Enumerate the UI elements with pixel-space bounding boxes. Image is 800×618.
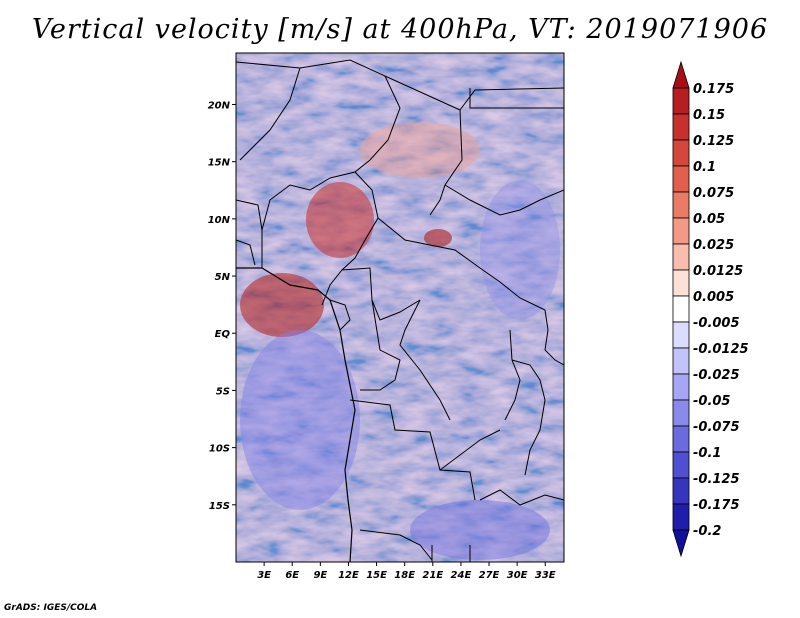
- lon-tick-label: 27E: [479, 570, 500, 581]
- colorbar-swatch: [672, 347, 690, 375]
- velocity-field: [236, 53, 564, 562]
- longitude-axis: 3E 6E 9E 12E 15E 18E 21E 24E 27E 30E 33E: [257, 562, 556, 581]
- lon-tick-label: 30E: [507, 570, 528, 581]
- colorbar-swatch: [672, 60, 690, 89]
- map-panel: [235, 52, 565, 563]
- descent-region-east: [480, 180, 560, 320]
- lat-tick-label: 10S: [209, 444, 230, 455]
- chart-title: Vertical velocity [m/s] at 400hPa, VT: 2…: [31, 14, 769, 45]
- lat-tick-label: 10N: [208, 215, 231, 226]
- colorbar-label: 0.15: [693, 108, 725, 123]
- lat-tick-label: 5S: [216, 386, 230, 397]
- descent-region-angola: [240, 330, 360, 510]
- ascent-region-gulf: [240, 273, 324, 337]
- lon-tick-label: 6E: [285, 570, 299, 581]
- descent-region-south: [410, 500, 550, 560]
- colorbar-label: -0.0125: [693, 342, 749, 357]
- colorbar-label: -0.025: [693, 368, 740, 383]
- colorbar-label: 0.0125: [693, 264, 743, 279]
- ascent-region-nigeria: [306, 182, 374, 258]
- lon-tick-label: 18E: [394, 570, 415, 581]
- lon-tick-label: 3E: [257, 570, 271, 581]
- colorbar-swatch: [672, 165, 690, 193]
- colorbar-swatch: [672, 399, 690, 427]
- colorbar-label: -0.1: [693, 446, 721, 461]
- colorbar-swatch: [672, 243, 690, 271]
- map-frame: [235, 52, 565, 563]
- colorbar-swatch: [672, 503, 690, 531]
- colorbar-swatch: [672, 425, 690, 453]
- colorbar-swatch: [672, 87, 690, 115]
- colorbar-label: 0.175: [693, 82, 734, 97]
- colorbar-label: -0.2: [693, 524, 721, 539]
- colorbar-swatch: [672, 373, 690, 401]
- coastline: [236, 267, 356, 562]
- colorbar-swatch: [672, 451, 690, 479]
- colorbar-label: 0.125: [693, 134, 734, 149]
- colorbar-label: -0.05: [693, 394, 730, 409]
- colorbar-swatch: [672, 217, 690, 245]
- colorbar-label: -0.005: [693, 316, 740, 331]
- colorbar: 0.175 0.15 0.125 0.1 0.075 0.05 0.025 0.0125 0.0…: [672, 60, 749, 558]
- colorbar-swatch: [672, 321, 690, 349]
- colorbar-label: 0.1: [693, 160, 716, 175]
- footer-credit: GrADS: IGES/COLA: [4, 603, 98, 613]
- colorbar-label: 0.005: [693, 290, 734, 305]
- lon-tick-label: 12E: [338, 570, 359, 581]
- colorbar-swatch: [672, 295, 690, 323]
- lat-tick-label: 5N: [215, 272, 231, 283]
- colorbar-label: -0.125: [693, 472, 740, 487]
- lon-tick-label: 33E: [535, 570, 556, 581]
- colorbar-swatch: [672, 113, 690, 141]
- colorbar-swatch: [672, 477, 690, 505]
- colorbar-label: 0.025: [693, 238, 734, 253]
- colorbar-label: -0.175: [693, 498, 740, 513]
- colorbar-label: 0.05: [693, 212, 725, 227]
- lon-tick-label: 15E: [366, 570, 387, 581]
- lat-tick-label: 15N: [208, 158, 231, 169]
- lat-tick-label: 20N: [208, 100, 231, 111]
- colorbar-label: -0.075: [693, 420, 740, 435]
- lat-tick-label: 15S: [209, 501, 230, 512]
- lon-tick-label: 24E: [451, 570, 472, 581]
- colorbar-swatch: [672, 269, 690, 297]
- lon-tick-label: 21E: [422, 570, 443, 581]
- ascent-region-car: [424, 229, 452, 247]
- colorbar-swatch: [672, 529, 690, 558]
- colorbar-label: 0.075: [693, 186, 734, 201]
- colorbar-swatch: [672, 191, 690, 219]
- country-borders: [236, 59, 564, 562]
- latitude-axis: 20N 15N 10N 5N EQ 5S 10S 15S: [208, 100, 236, 512]
- colorbar-swatch: [672, 139, 690, 167]
- lon-tick-label: 9E: [313, 570, 327, 581]
- lat-tick-label: EQ: [215, 329, 231, 340]
